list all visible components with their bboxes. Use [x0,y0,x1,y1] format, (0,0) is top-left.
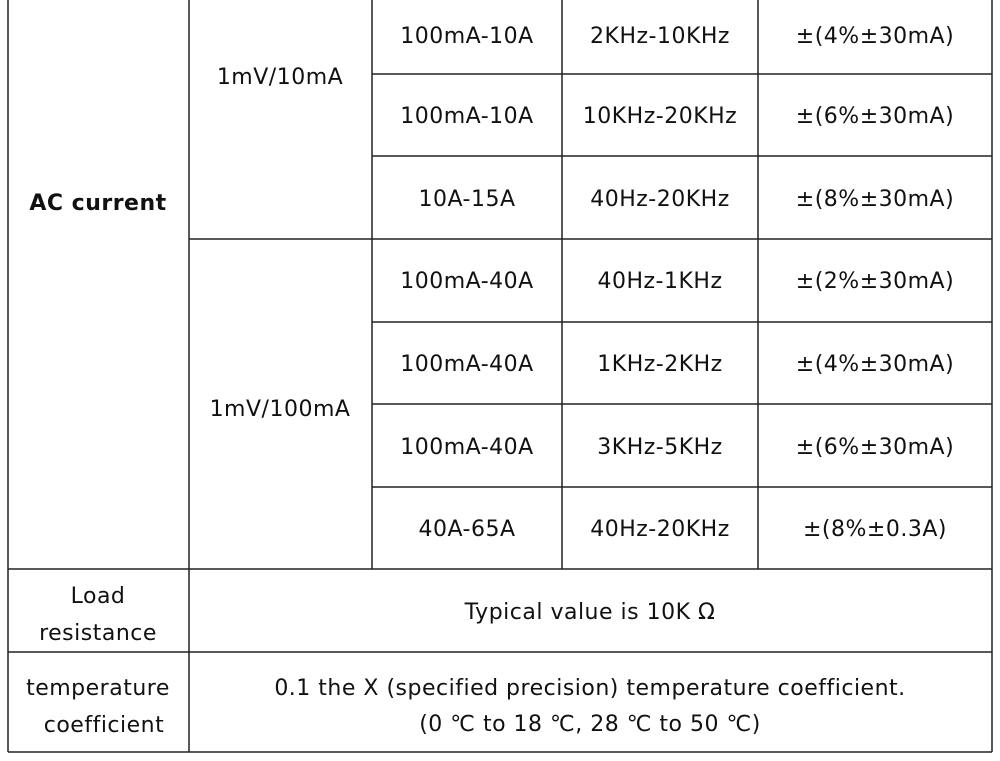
row-label: resistance [39,621,157,646]
cell: 10A-15A [418,187,515,212]
table-grid [7,0,993,753]
row-label: coefficient [44,713,165,738]
cell: 1KHz-2KHz [597,352,722,377]
cell: 100mA-10A [400,24,533,49]
row-label: AC current [29,191,166,216]
cell: Typical value is 10K Ω [464,600,716,625]
cell: ±(8%±30mA) [796,187,954,212]
row-label: Load [71,584,126,609]
cell: 100mA-40A [400,269,533,294]
cell: ±(4%±30mA) [796,352,954,377]
cell: 40Hz-1KHz [597,269,722,294]
cell: 40Hz-20KHz [590,187,730,212]
cell: (0 ℃ to 18 ℃, 28 ℃ to 50 ℃) [419,712,761,737]
cell: 100mA-10A [400,104,533,129]
cell: 3KHz-5KHz [597,435,722,460]
cell: ±(2%±30mA) [796,269,954,294]
cell: 100mA-40A [400,435,533,460]
ratio: 1mV/100mA [210,397,351,422]
cell: 40Hz-20KHz [590,517,730,542]
cell: ±(6%±30mA) [796,104,954,129]
cell: ±(8%±0.3A) [803,517,947,542]
cell: 0.1 the X (specified precision) temperat… [274,676,905,701]
cell: ±(4%±30mA) [796,24,954,49]
cell: 100mA-40A [400,352,533,377]
cell: 10KHz-20KHz [583,104,737,129]
ratio: 1mV/10mA [217,65,343,90]
cell: 2KHz-10KHz [590,24,730,49]
cell: 40A-65A [418,517,515,542]
row-label: temperature [26,676,170,701]
cell: ±(6%±30mA) [796,435,954,460]
